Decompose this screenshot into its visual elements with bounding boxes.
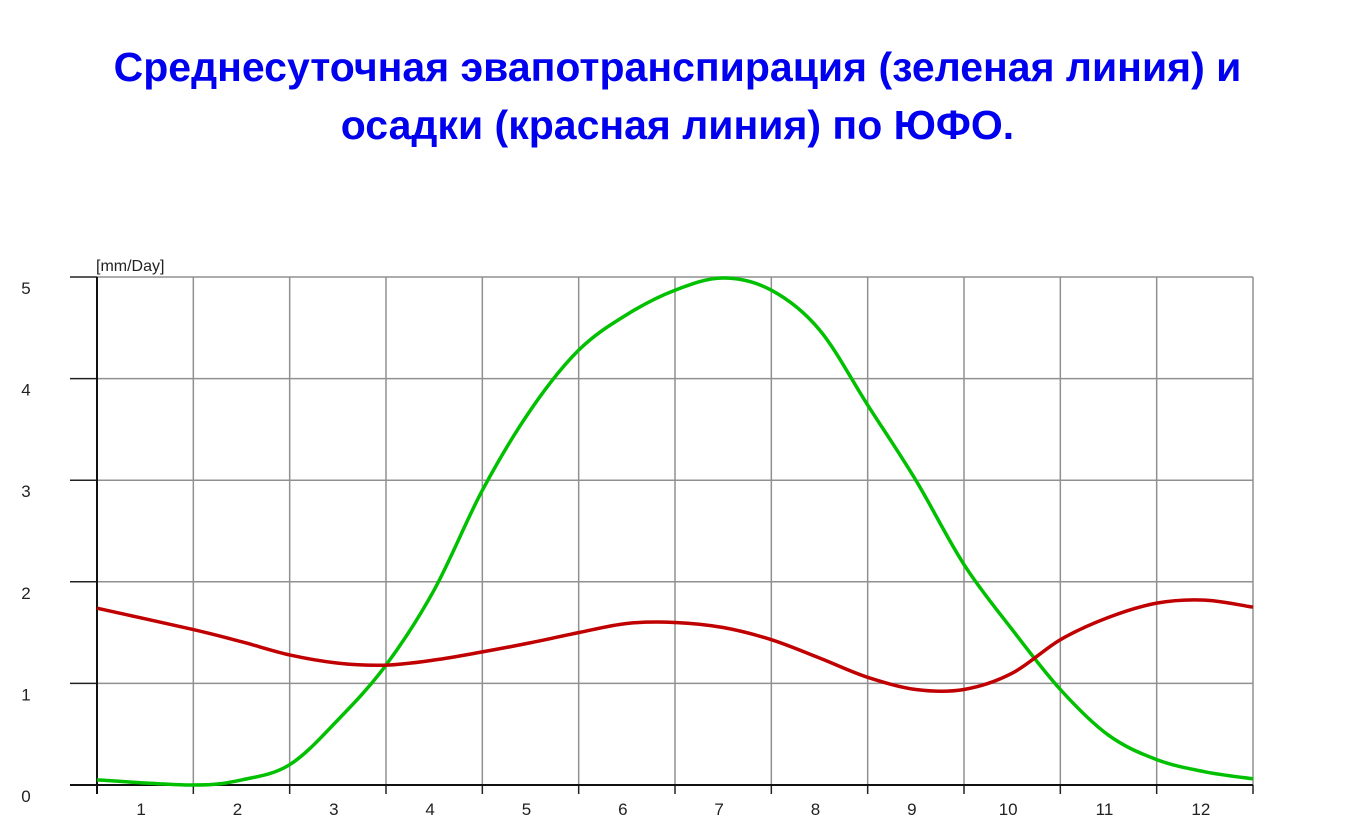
- y-axis-unit-label: [mm/Day]: [96, 258, 164, 275]
- x-tick-label: 3: [329, 800, 338, 819]
- title-line-2: осадки (красная линия) по ЮФО.: [340, 102, 1015, 148]
- x-tick-label: 8: [811, 800, 820, 819]
- series-line-evapotranspiration: [96, 276, 1254, 787]
- y-tick-label: 2: [21, 584, 30, 603]
- title-line-1: Среднесуточная эвапотранспирация (зелена…: [113, 44, 1242, 90]
- series-line-precipitation: [96, 598, 1254, 694]
- y-tick-label: 0: [21, 787, 30, 806]
- x-tick-label: 9: [907, 800, 916, 819]
- y-tick-label: 1: [21, 685, 30, 704]
- y-tick-label: 3: [21, 482, 30, 501]
- x-tick-label: 6: [618, 800, 627, 819]
- series-group: [96, 276, 1254, 787]
- x-tick-label: 12: [1191, 800, 1210, 819]
- grid: [96, 276, 1254, 786]
- x-tick-label: 1: [136, 800, 145, 819]
- x-tick-label: 2: [233, 800, 242, 819]
- x-tick-label: 7: [714, 800, 723, 819]
- x-tick-label: 4: [425, 800, 434, 819]
- chart-title: Среднесуточная эвапотранспирация (зелена…: [0, 38, 1355, 154]
- y-tick-label: 5: [21, 279, 30, 298]
- x-tick-label: 10: [999, 800, 1018, 819]
- x-tick-label: 5: [522, 800, 531, 819]
- y-tick-label: 4: [21, 381, 30, 400]
- x-tick-label: 11: [1096, 800, 1114, 819]
